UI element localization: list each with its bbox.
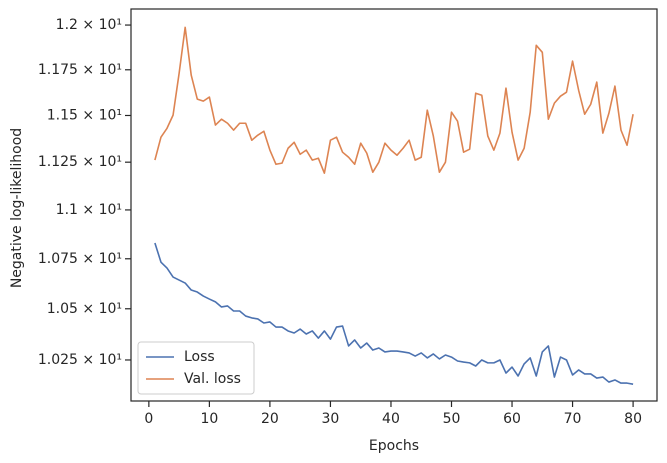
series-line [154,242,634,385]
x-tick-label: 80 [624,411,642,427]
x-tick-label: 50 [443,411,461,427]
series-line [154,26,634,174]
y-tick-label: 1.05 × 10¹ [47,301,122,317]
y-axis-label: Negative log-likelihood [9,128,25,288]
y-tick-label: 1.175 × 10¹ [38,62,122,78]
y-tick-label: 1.1 × 10¹ [56,202,122,218]
x-axis-label: Epochs [369,438,419,454]
x-tick-label: 40 [382,411,400,427]
x-tick-label: 0 [144,411,153,427]
y-tick-label: 1.2 × 10¹ [56,17,122,33]
legend-label: Loss [184,349,215,365]
x-tick-label: 30 [322,411,340,427]
y-tick-label: 1.075 × 10¹ [38,251,122,267]
x-tick-label: 70 [564,411,582,427]
y-tick-label: 1.125 × 10¹ [38,154,122,170]
y-tick-label: 1.15 × 10¹ [47,107,122,123]
legend-box [137,341,255,395]
x-tick-label: 10 [200,411,218,427]
plot-frame [130,8,658,402]
x-tick-label: 60 [503,411,521,427]
x-tick-label: 20 [261,411,279,427]
y-tick-label: 1.025 × 10¹ [38,352,122,368]
legend-label: Val. loss [184,371,241,387]
